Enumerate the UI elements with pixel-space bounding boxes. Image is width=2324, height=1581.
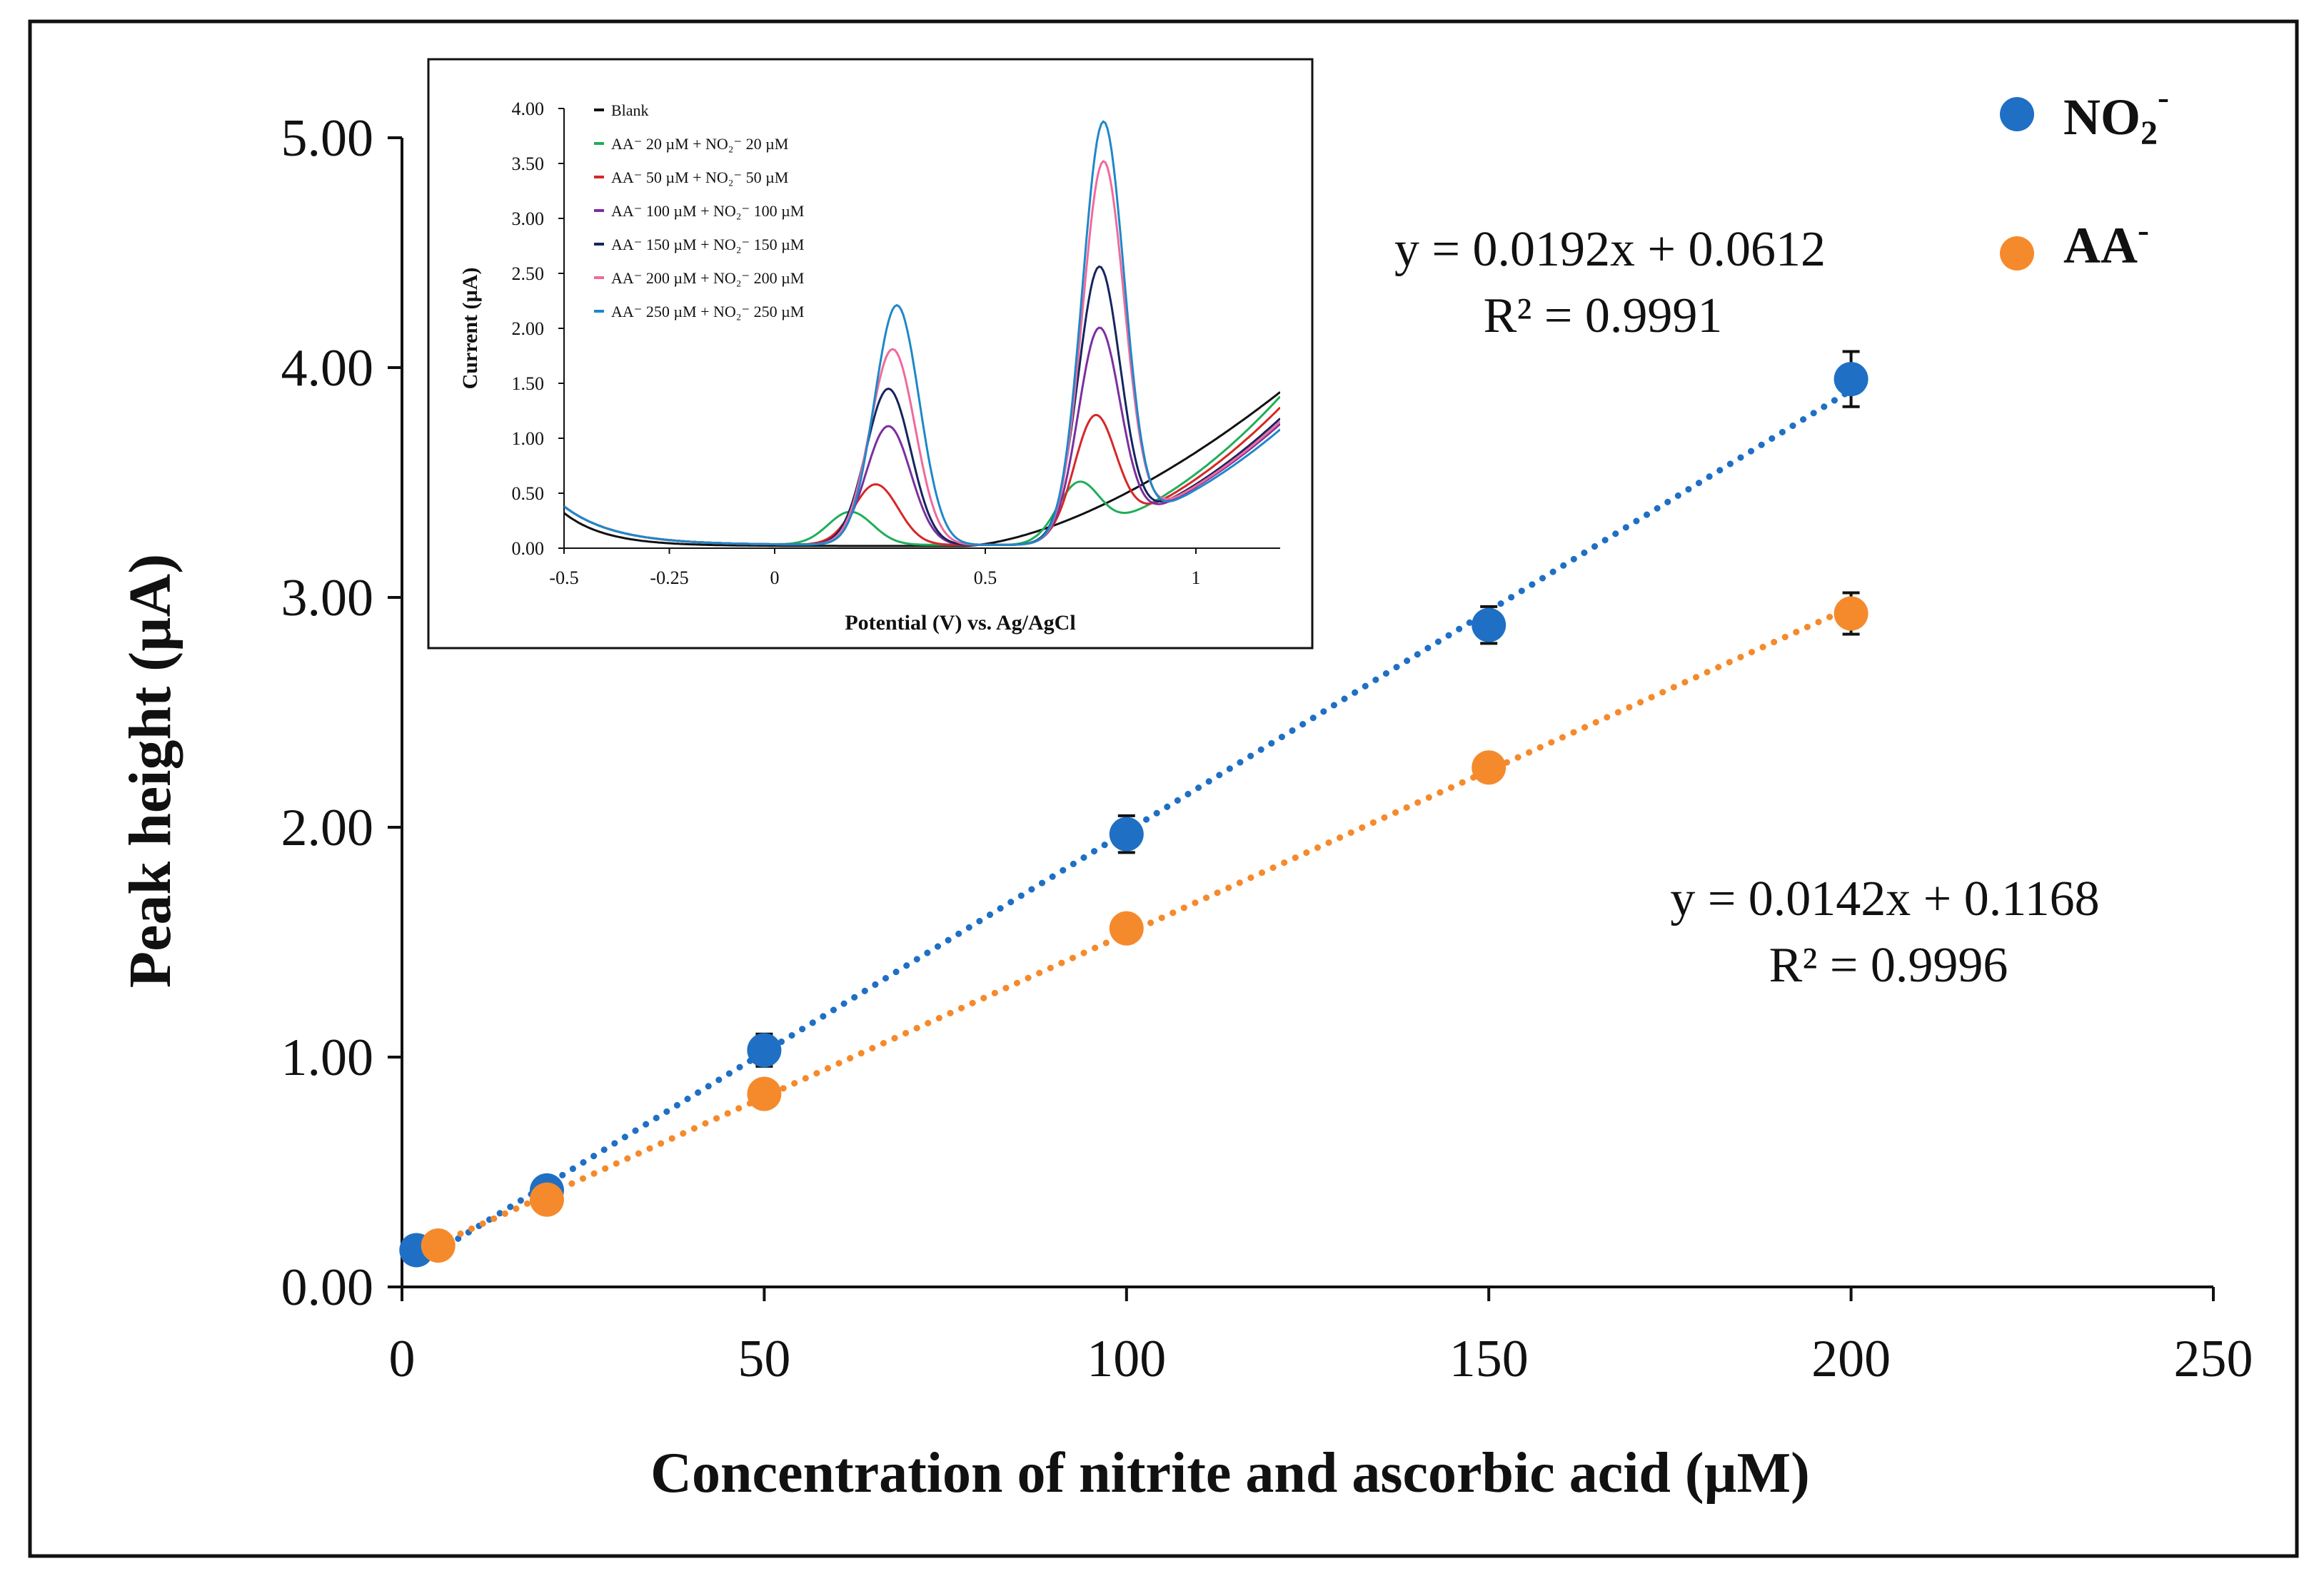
aa-data-point bbox=[421, 1228, 456, 1263]
no2-data-point bbox=[1109, 817, 1144, 852]
main-y-tick-label: 2.00 bbox=[281, 799, 374, 857]
inset-x-axis-label: Potential (V) vs. Ag/AgCl bbox=[845, 611, 1075, 635]
main-legend: NO2- AA- bbox=[2000, 79, 2169, 274]
aa-data-point bbox=[1109, 911, 1144, 946]
inset-frame bbox=[427, 58, 1314, 650]
inset-x-tick-label: 1 bbox=[1192, 567, 1201, 588]
main-y-axis-label: Peak height (µA) bbox=[117, 554, 183, 988]
inset-x-tick-label: -0.25 bbox=[650, 567, 688, 588]
inset-legend-label: AA⁻ 200 µM + NO₂⁻ 200 µM bbox=[611, 269, 804, 287]
main-x-tick-label: 0 bbox=[389, 1330, 416, 1388]
legend-no2-label: NO2- bbox=[2063, 79, 2169, 152]
inset-y-tick-label: 0.00 bbox=[512, 538, 545, 559]
no2-r-squared: R² = 0.9991 bbox=[1484, 288, 1723, 343]
inset-curve bbox=[564, 391, 1280, 547]
inset-x-tick-label: 0 bbox=[770, 567, 780, 588]
inset-legend-label: AA⁻ 20 µM + NO₂⁻ 20 µM bbox=[611, 135, 788, 153]
legend-aa-main: AA bbox=[2063, 217, 2138, 274]
inset-legend-label: AA⁻ 50 µM + NO₂⁻ 50 µM bbox=[611, 168, 788, 186]
main-y-tick-label: 0.00 bbox=[281, 1258, 374, 1317]
main-x-tick-label: 200 bbox=[1811, 1330, 1891, 1388]
main-x-axis-label: Concentration of nitrite and ascorbic ac… bbox=[650, 1442, 1810, 1505]
no2-data-point bbox=[1833, 362, 1868, 397]
aa-data-point bbox=[529, 1182, 564, 1217]
inset-legend-label: Blank bbox=[611, 101, 649, 119]
aa-trendline bbox=[435, 604, 1855, 1248]
inset-legend-label: AA⁻ 150 µM + NO₂⁻ 150 µM bbox=[611, 236, 804, 253]
inset-curve bbox=[564, 120, 1280, 546]
legend-no2-marker bbox=[2000, 97, 2034, 131]
legend-no2-subscript: 2 bbox=[2141, 114, 2158, 152]
inset-y-axis-label: Current (µA) bbox=[458, 268, 482, 390]
legend-aa-marker bbox=[2000, 236, 2034, 271]
no2-data-point bbox=[747, 1033, 782, 1068]
inset-x-tick-label: 0.5 bbox=[974, 567, 997, 588]
main-x-tick-label: 50 bbox=[738, 1330, 790, 1388]
inset-y-tick-label: 3.00 bbox=[512, 208, 545, 229]
inset-y-tick-label: 2.00 bbox=[512, 318, 545, 339]
no2-data-point bbox=[1472, 607, 1506, 642]
aa-equation: y = 0.0142x + 0.1168 bbox=[1670, 872, 2099, 926]
main-y-tick-label: 1.00 bbox=[281, 1029, 374, 1087]
inset-legend-label: AA⁻ 100 µM + NO₂⁻ 100 µM bbox=[611, 202, 804, 220]
aa-data-point bbox=[1472, 750, 1506, 785]
main-chart: 0 50 100 150 200 250 0.00 1.00 2.00 3.00 4.00 5.00… bbox=[117, 79, 2253, 1505]
inset-x-tick-label: -0.5 bbox=[549, 567, 578, 588]
no2-equation: y = 0.0192x + 0.0612 bbox=[1394, 222, 1826, 277]
main-y-tick-label: 4.00 bbox=[281, 339, 374, 398]
main-y-tick-label: 3.00 bbox=[281, 569, 374, 627]
main-x-tick-label: 150 bbox=[1449, 1330, 1529, 1388]
legend-no2-main: NO bbox=[2063, 89, 2141, 146]
aa-r-squared: R² = 0.9996 bbox=[1769, 938, 2008, 993]
main-y-tick-label: 5.00 bbox=[281, 109, 374, 168]
legend-aa-label: AA- bbox=[2063, 211, 2149, 274]
aa-data-point bbox=[1833, 596, 1868, 631]
inset-y-tick-label: 1.00 bbox=[512, 428, 545, 449]
inset-y-tick-label: 2.50 bbox=[512, 263, 545, 284]
main-x-tick-label: 100 bbox=[1087, 1330, 1166, 1388]
inset-chart: -0.5 -0.25 0 0.5 1 0.00 0.50 1.00 1.50 2.00 2.50 3… bbox=[427, 58, 1314, 650]
inset-y-tick-label: 1.50 bbox=[512, 373, 545, 394]
main-x-tick-label: 250 bbox=[2174, 1330, 2253, 1388]
inset-y-tick-label: 4.00 bbox=[512, 99, 545, 119]
inset-y-tick-label: 0.50 bbox=[512, 483, 545, 504]
inset-y-tick-label: 3.50 bbox=[512, 153, 545, 174]
legend-no2-superscript: - bbox=[2158, 79, 2169, 116]
inset-legend-label: AA⁻ 250 µM + NO₂⁻ 250 µM bbox=[611, 303, 804, 320]
legend-aa-superscript: - bbox=[2138, 211, 2149, 249]
aa-data-point bbox=[747, 1076, 782, 1111]
